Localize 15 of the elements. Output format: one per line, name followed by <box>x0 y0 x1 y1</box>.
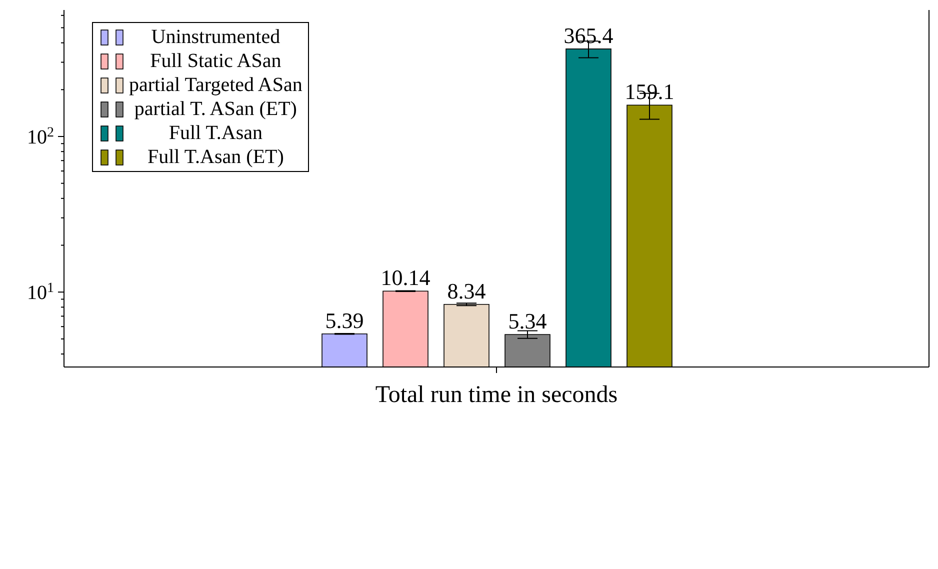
legend-label: Full T.Asan (ET) <box>146 145 285 169</box>
data-label: 5.39 <box>325 308 364 333</box>
legend-label: partial Targeted ASan <box>129 73 302 97</box>
y-tick-label: 10$^{2}$ <box>27 124 54 148</box>
data-label: 8.34 <box>447 278 486 304</box>
legend-label: Uninstrumented <box>150 25 282 49</box>
x-tick-label: Total run time in seconds <box>375 382 618 408</box>
legend-label: Full T.Asan <box>168 121 264 145</box>
legend-label: partial T. ASan (ET) <box>133 97 298 121</box>
data-label: 10.14 <box>380 265 430 290</box>
data-label: 365.4 <box>564 22 614 48</box>
data-label: 5.34 <box>508 308 547 334</box>
y-tick-label: 10$^{1}$ <box>27 280 54 304</box>
data-label: 159.1 <box>624 79 674 104</box>
legend-label: Full Static ASan <box>149 49 282 73</box>
